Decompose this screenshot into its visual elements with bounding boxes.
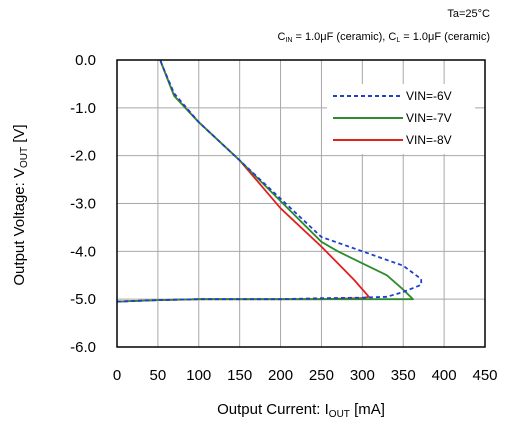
x-tick-label: 400 — [432, 367, 457, 384]
legend-label: VIN=-7V — [406, 111, 452, 125]
x-tick-label: 350 — [391, 367, 416, 384]
x-tick-label: 0 — [113, 367, 121, 384]
temperature-label: Ta=25°C — [447, 8, 490, 20]
tick-labels: 0 50 100 150 200 250 300 350 400 450 0.0 -1.0 -2.0 -3… — [70, 52, 497, 384]
y-tick-label: -3.0 — [70, 196, 96, 213]
y-tick-label: -4.0 — [70, 243, 96, 260]
legend-label: VIN=-8V — [406, 133, 452, 147]
y-tick-label: -6.0 — [70, 339, 96, 356]
x-tick-label: 300 — [350, 367, 375, 384]
legend-label: VIN=-6V — [406, 89, 452, 103]
series-line — [116, 59, 423, 303]
x-tick-label: 100 — [186, 367, 211, 384]
x-tick-label: 200 — [268, 367, 293, 384]
x-tick-label: 50 — [150, 367, 167, 384]
capacitor-condition-label: CIN = 1.0μF (ceramic), CL = 1.0μF (ceram… — [278, 31, 490, 44]
y-tick-label: -2.0 — [70, 148, 96, 165]
legend: VIN=-6V VIN=-7V VIN=-8V — [327, 84, 475, 154]
x-tick-label: 150 — [227, 367, 252, 384]
y-tick-label: 0.0 — [75, 52, 96, 69]
y-tick-label: -1.0 — [70, 100, 96, 117]
series-group — [116, 59, 423, 303]
y-axis-title: Output Voltage: VOUT [V] — [11, 124, 30, 285]
x-axis-title: Output Current: IOUT [mA] — [217, 401, 385, 420]
plot-frame — [116, 59, 486, 348]
y-tick-label: -5.0 — [70, 291, 96, 308]
x-tick-label: 450 — [472, 367, 497, 384]
x-tick-label: 250 — [309, 367, 334, 384]
